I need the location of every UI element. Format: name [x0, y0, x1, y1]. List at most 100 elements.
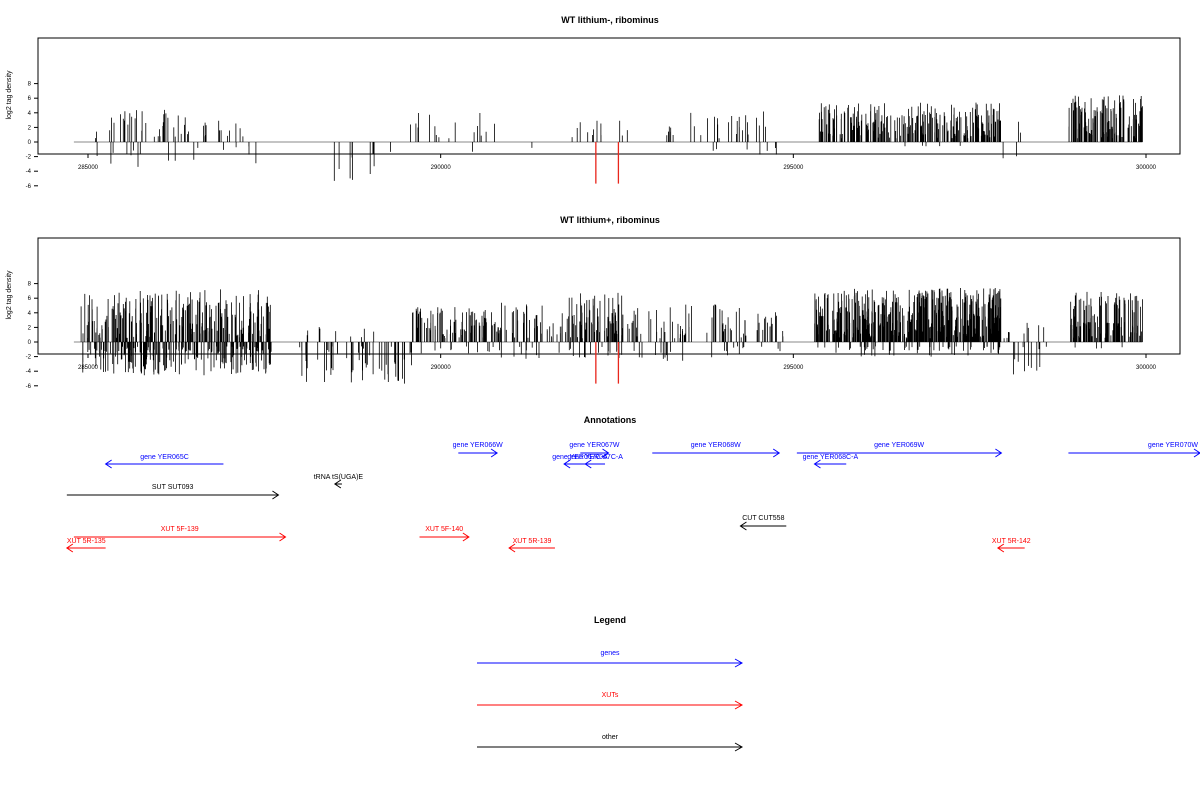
strand-arrow-icon	[462, 532, 470, 542]
strand-arrow-icon	[1193, 448, 1200, 458]
feature-label: CUT CUT558	[742, 515, 784, 522]
strand-arrow-icon	[104, 459, 112, 469]
y-tick-label: 2	[28, 125, 32, 131]
strand-arrow-icon	[65, 543, 74, 553]
x-axis: 285000 290000 295000 300000	[78, 154, 1157, 171]
strand-arrow-icon	[272, 490, 280, 500]
x-tick-label: 295000	[783, 365, 804, 371]
y-tick-label: 6	[28, 96, 32, 102]
y-tick-label: 2	[28, 325, 32, 331]
strand-arrow-icon	[996, 543, 1005, 553]
highlight-bars	[595, 342, 620, 384]
plot-frame	[37, 237, 1181, 355]
y-tick-label: -2	[26, 355, 32, 361]
feature-xut: XUT 5R-135	[65, 538, 106, 553]
feature-xut: XUT 5R-142	[992, 538, 1031, 553]
y-tick-label: -6	[26, 184, 32, 190]
feature-xut: XUT 5R-139	[508, 538, 555, 553]
feature-label: gene YER067W	[569, 442, 619, 449]
x-tick-label: 285000	[78, 165, 99, 171]
y-tick-label: 0	[28, 140, 32, 146]
y-tick-label: 4	[28, 311, 32, 317]
legend-item-gene: genes	[477, 650, 744, 668]
strand-arrow-icon	[279, 532, 287, 542]
legend: genes XUTs other	[477, 650, 744, 752]
strand-arrow-icon	[508, 543, 516, 553]
feature-gene: gene YER066W	[453, 442, 503, 458]
plot-frame	[37, 37, 1181, 155]
feature-label: SUT SUT093	[152, 484, 194, 491]
feature-label: XUT 5F-140	[425, 526, 463, 533]
tag-density-bars	[80, 288, 1143, 384]
track-panel-lithium-plus: WT lithium+, ribominus log2 tag density …	[6, 215, 1181, 390]
y-tick-label: -4	[26, 169, 32, 175]
feature-label: gene YER068W	[691, 442, 741, 449]
feature-label: gene YER066W	[453, 442, 503, 449]
y-axis-label: log2 tag density	[6, 270, 13, 320]
density-bar-path	[95, 95, 1143, 181]
y-tick-label: -6	[26, 384, 32, 390]
strand-arrow-icon	[584, 459, 592, 469]
legend-label: genes	[600, 650, 620, 657]
feature-label: gene YER067C-A	[552, 454, 608, 461]
y-tick-label: 4	[28, 111, 32, 117]
feature-other: tRNA tS(UGA)E	[314, 474, 364, 489]
legend-label: other	[602, 734, 619, 741]
strand-arrow-icon	[602, 448, 610, 458]
feature-gene: gene YER069W	[796, 442, 1003, 458]
strand-arrow-icon	[995, 448, 1003, 458]
legend-item-other: other	[477, 734, 744, 752]
annotation-features: gene YER065C gene YER066W gene YER067W gene…	[65, 442, 1200, 553]
feature-label: gene YER070W	[1148, 442, 1198, 449]
annotations-title: Annotations	[584, 415, 637, 425]
strand-arrow-icon	[739, 521, 747, 531]
feature-gene: gene YER070W	[1068, 442, 1200, 458]
feature-label: tRNA tS(UGA)E	[314, 474, 364, 481]
x-tick-label: 295000	[783, 165, 804, 171]
legend-arrow-icon	[734, 658, 744, 668]
strand-arrow-icon	[813, 459, 821, 469]
strand-arrow-icon	[490, 448, 498, 458]
feature-other: SUT SUT093	[66, 484, 280, 500]
strand-arrow-icon	[772, 448, 781, 458]
y-tick-label: -2	[26, 155, 32, 161]
legend-title: Legend	[594, 615, 626, 625]
feature-label: XUT 5R-135	[67, 538, 106, 545]
strand-arrow-icon	[333, 479, 342, 489]
feature-gene: gene YER068C-A	[803, 454, 859, 469]
x-tick-label: 285000	[78, 365, 99, 371]
tag-density-bars	[95, 95, 1143, 181]
x-tick-label: 300000	[1136, 165, 1157, 171]
y-axis: 8 6 4 2 0 -2 -4 -6	[26, 282, 38, 390]
y-tick-label: 0	[28, 340, 32, 346]
track-panel-lithium-minus: WT lithium-, ribominus log2 tag density …	[6, 15, 1181, 190]
y-tick-label: 8	[28, 282, 32, 288]
y-axis-label: log2 tag density	[6, 70, 13, 120]
panel-title: WT lithium+, ribominus	[560, 215, 660, 225]
legend-arrow-icon	[734, 742, 744, 752]
feature-gene: gene YER067W	[569, 442, 620, 458]
feature-label: XUT 5R-139	[513, 538, 552, 545]
legend-arrow-icon	[734, 700, 744, 710]
feature-label: gene YER067C-A	[567, 454, 623, 461]
feature-xut: XUT 5F-140	[419, 526, 470, 542]
y-tick-label: 8	[28, 82, 32, 88]
feature-label: XUT 5R-142	[992, 538, 1031, 545]
strand-arrow-icon	[563, 459, 571, 469]
feature-label: gene YER068C-A	[803, 454, 859, 461]
feature-xut: XUT 5F-139	[73, 526, 287, 542]
feature-other: CUT CUT558	[739, 515, 787, 531]
highlight-bars	[595, 142, 620, 184]
density-bar-path	[80, 288, 1143, 384]
feature-gene: gene YER065C	[104, 454, 224, 469]
legend-item-xut: XUTs	[477, 692, 744, 710]
panel-title: WT lithium-, ribominus	[561, 15, 659, 25]
feature-label: gene YER065C	[140, 454, 189, 461]
x-axis: 285000 290000 295000 300000	[78, 354, 1157, 371]
feature-gene: gene YER068W	[652, 442, 781, 458]
legend-label: XUTs	[602, 692, 619, 699]
feature-label: gene YER069W	[874, 442, 924, 449]
y-tick-label: -4	[26, 369, 32, 375]
feature-label: XUT 5F-139	[161, 526, 199, 533]
